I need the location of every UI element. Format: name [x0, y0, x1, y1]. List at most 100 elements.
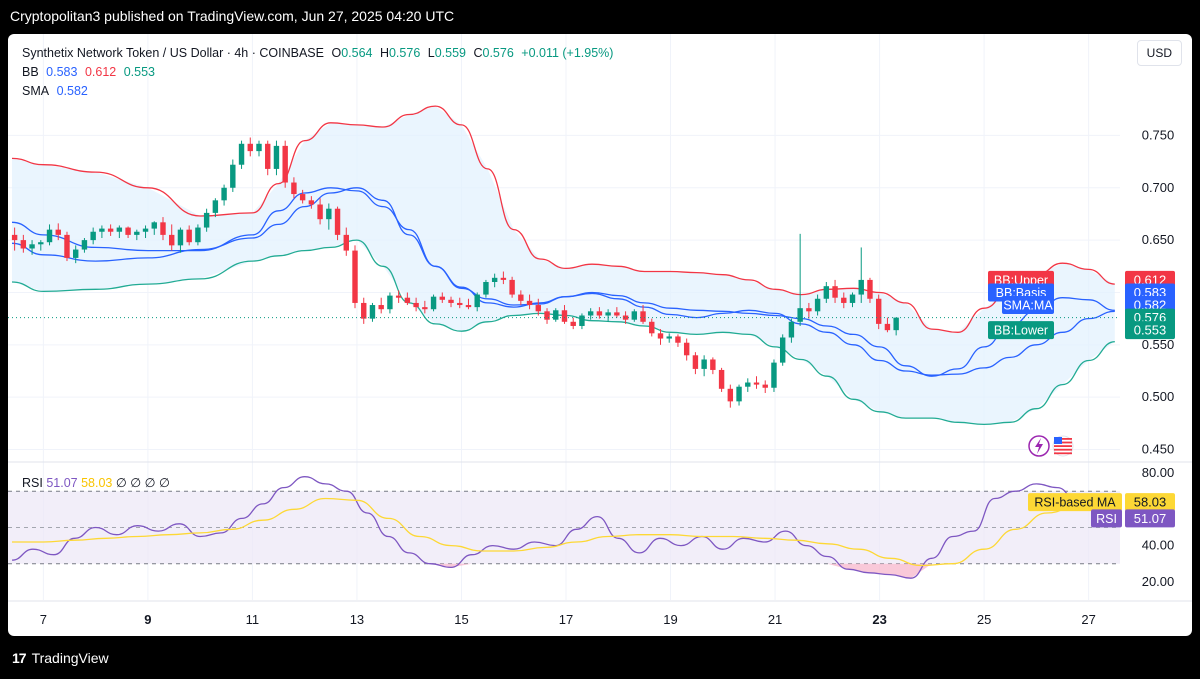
candle-body — [544, 311, 550, 320]
candle-body — [736, 386, 742, 402]
rsi-tag-value-bg — [1125, 509, 1175, 528]
chart-legend: Synthetix Network Token / US Dollar · 4h… — [22, 44, 617, 101]
candle-body — [177, 229, 184, 246]
candle-body — [579, 315, 585, 326]
rsi-line — [11, 476, 1121, 579]
candle-body — [273, 145, 280, 169]
candle-body — [649, 321, 655, 334]
candle-body — [90, 231, 96, 241]
us-flag-icon — [1052, 435, 1074, 457]
price-tag-value: 0.553 — [1134, 323, 1167, 338]
candle-body — [605, 312, 611, 316]
x-tick-label: 11 — [246, 612, 260, 627]
candle-body — [884, 323, 891, 331]
candle-body — [160, 222, 166, 235]
x-tick-label: 27 — [1081, 612, 1095, 627]
y-tick-label: 0.500 — [1142, 389, 1175, 404]
candle-body — [116, 227, 123, 232]
price-tag-label: BB:Lower — [994, 324, 1048, 338]
rsi-tag-value: 51.07 — [1134, 511, 1167, 526]
candle-body — [299, 194, 306, 201]
x-tick-label: 9 — [144, 612, 151, 627]
candle-body — [404, 297, 411, 303]
rsi-empty-1: ∅ — [115, 476, 127, 490]
symbol-title[interactable]: Synthetix Network Token / US Dollar · 4h… — [22, 46, 324, 60]
candle-body — [142, 228, 149, 232]
candle-body — [465, 305, 472, 308]
candle-body — [46, 229, 53, 243]
candle-body — [29, 244, 35, 249]
candle-body — [64, 234, 70, 258]
candle-body — [867, 279, 873, 299]
x-tick-label: 15 — [454, 612, 468, 627]
rsi-tag-value-bg — [1125, 493, 1175, 512]
candle-body — [753, 382, 760, 385]
candle-body — [500, 277, 507, 280]
candle-body — [334, 208, 341, 235]
candle-body — [535, 305, 542, 312]
x-tick-label: 17 — [559, 612, 573, 627]
currency-button[interactable]: USD — [1136, 40, 1182, 66]
candle-body — [561, 310, 568, 322]
candle-body — [622, 315, 629, 320]
bb-lower-value: 0.553 — [123, 65, 155, 79]
candle-body — [526, 300, 533, 306]
publish-banner: Cryptopolitan3 published on TradingView.… — [10, 8, 455, 24]
bb-row[interactable]: BB 0.583 0.612 0.553 — [22, 63, 617, 82]
candle-body — [195, 227, 201, 243]
candle-body — [439, 296, 445, 300]
candle-body — [387, 295, 393, 310]
rsi-empty-3: ∅ — [144, 476, 156, 490]
bb-label[interactable]: BB — [22, 65, 39, 79]
close-label: C — [473, 46, 483, 60]
candle-body — [291, 182, 297, 195]
candle-body — [553, 310, 559, 320]
x-tick-label: 25 — [977, 612, 991, 627]
high-value: 0.576 — [388, 46, 421, 60]
chart-panel[interactable]: 0.7500.7000.6500.6000.5500.5000.450BB:Up… — [8, 34, 1192, 636]
symbol-row[interactable]: Synthetix Network Token / US Dollar · 4h… — [22, 44, 617, 63]
x-tick-label: 13 — [350, 612, 364, 627]
candle-body — [212, 200, 219, 213]
candle-body — [169, 234, 175, 246]
candle-body — [343, 234, 349, 251]
sma-line — [11, 187, 1115, 376]
candle-body — [186, 229, 192, 243]
candle-body — [151, 222, 157, 229]
chart-canvas[interactable]: 0.7500.7000.6500.6000.5500.5000.450BB:Up… — [8, 34, 1192, 636]
candle-body — [256, 143, 262, 152]
candle-body — [718, 369, 725, 389]
rsi-ma-value: 58.03 — [81, 476, 113, 490]
rsi-label[interactable]: RSI — [22, 476, 43, 490]
candle-body — [806, 308, 812, 312]
candle-body — [221, 187, 227, 201]
candle-body — [875, 298, 882, 324]
brand-name: TradingView — [31, 650, 109, 666]
x-tick-label: 19 — [663, 612, 677, 627]
candle-body — [20, 240, 27, 249]
candle-body — [675, 336, 681, 343]
sma-row[interactable]: SMA 0.582 — [22, 82, 617, 101]
sma-label[interactable]: SMA — [22, 84, 50, 98]
candle-body — [282, 145, 288, 183]
candle-body — [823, 286, 830, 299]
candle-body — [893, 317, 899, 331]
candle-body — [841, 297, 847, 303]
bb-upper-value: 0.612 — [84, 65, 117, 79]
close-value: 0.576 — [482, 46, 514, 60]
candle-body — [509, 279, 515, 295]
lightning-icon — [1028, 435, 1050, 457]
open-label: O — [331, 46, 342, 60]
footer-brand[interactable]: 17 TradingView — [12, 650, 109, 666]
candle-body — [413, 302, 419, 308]
rsi-y-tick-label: 80.00 — [1142, 465, 1175, 480]
candle-body — [657, 333, 664, 339]
candle-body — [230, 164, 236, 188]
candle-body — [570, 321, 576, 326]
x-tick-label: 7 — [40, 612, 47, 627]
candle-body — [631, 311, 638, 320]
rsi-value: 51.07 — [46, 476, 78, 490]
rsi-tag-label: RSI-based MA — [1034, 496, 1116, 510]
rsi-oversold-fill — [430, 563, 932, 579]
rsi-legend[interactable]: RSI 51.07 58.03 ∅ ∅ ∅ ∅ — [22, 475, 170, 490]
